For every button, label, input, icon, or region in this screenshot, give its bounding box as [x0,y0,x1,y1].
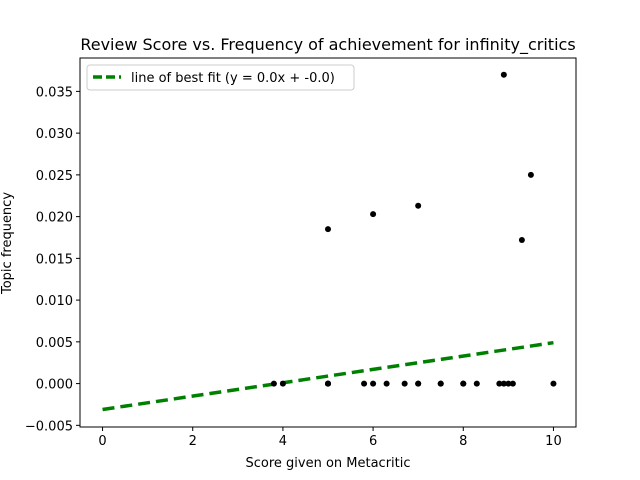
data-point [279,380,286,387]
x-tick-label: 10 [545,434,562,449]
data-point [325,380,331,387]
best-fit-line [102,340,554,412]
data-point [361,380,368,387]
data-point [370,380,377,387]
y-tick-label: 0.020 [36,211,73,226]
x-tick-label: 8 [459,434,467,449]
data-point [437,380,444,387]
data-point [496,380,503,387]
y-axis-label: Topic frequency [0,192,15,295]
x-tick-label: 2 [189,434,197,449]
plot-area: 0 2 4 6 8 10 −0.005 0.000 0.005 0.010 0.015 0.020 0.… [25,71,562,449]
y-tick-label: 0.035 [36,85,73,100]
data-point [270,380,277,387]
y-tick-label: 0.000 [36,378,73,393]
x-tick-label: 0 [98,434,106,449]
data-point [401,380,408,387]
legend: line of best fit (y = 0.0x + -0.0) [86,64,355,91]
y-tick-label: 0.010 [36,294,73,309]
x-tick-label: 6 [369,434,377,449]
y-tick-label: 0.015 [36,252,73,267]
data-point [500,71,507,78]
y-tick-label: 0.025 [36,169,73,184]
data-point [415,202,422,209]
x-tick-label: 4 [279,434,287,449]
chart-title: Review Score vs. Frequency of achievemen… [80,35,575,55]
data-point [415,380,422,387]
y-tick-label: 0.005 [36,336,73,351]
y-tick-label: −0.005 [25,419,73,434]
data-point [473,380,480,387]
axes-frame [79,57,577,428]
data-point [460,380,467,387]
legend-box [86,64,355,91]
data-point [527,171,534,178]
data-point [500,380,507,387]
data-point [370,211,377,218]
y-tick-label: 0.030 [36,127,73,142]
data-point [383,380,390,387]
data-point [509,380,516,387]
x-axis-label: Score given on Metacritic [245,456,410,471]
data-point [550,380,557,387]
legend-label: line of best fit (y = 0.0x + -0.0) [131,71,335,86]
data-point [505,380,512,387]
data-point [518,236,525,243]
data-point [325,226,331,233]
